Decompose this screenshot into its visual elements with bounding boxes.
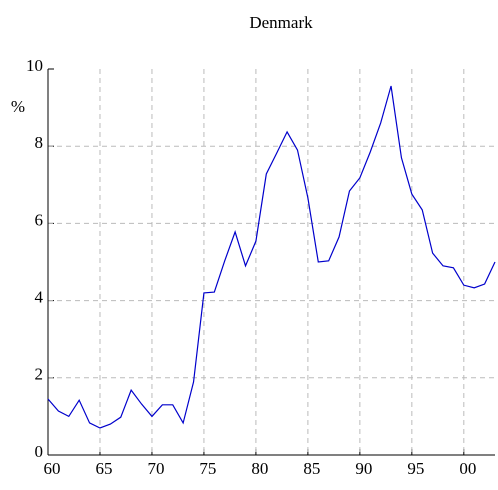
data-line (47, 85, 496, 429)
y-tick-label: 0 (35, 442, 44, 461)
x-tick-label: 70 (147, 459, 164, 478)
y-tick-label: 6 (35, 210, 44, 229)
x-tick-label: 75 (199, 459, 216, 478)
y-tick-label: 10 (26, 56, 43, 75)
y-tick-label: 4 (35, 288, 44, 307)
x-tick-label: 00 (459, 459, 476, 478)
chart-title: Denmark (249, 13, 313, 32)
y-tick-label: 2 (35, 365, 44, 384)
x-tick-label: 85 (303, 459, 320, 478)
x-tick-label: 60 (44, 459, 61, 478)
x-tick-label: 80 (251, 459, 268, 478)
x-tick-label: 90 (355, 459, 372, 478)
x-tick-label: 65 (95, 459, 112, 478)
y-tick-label: 8 (35, 133, 44, 152)
x-tick-label: 95 (407, 459, 424, 478)
y-axis-label: % (11, 97, 25, 116)
